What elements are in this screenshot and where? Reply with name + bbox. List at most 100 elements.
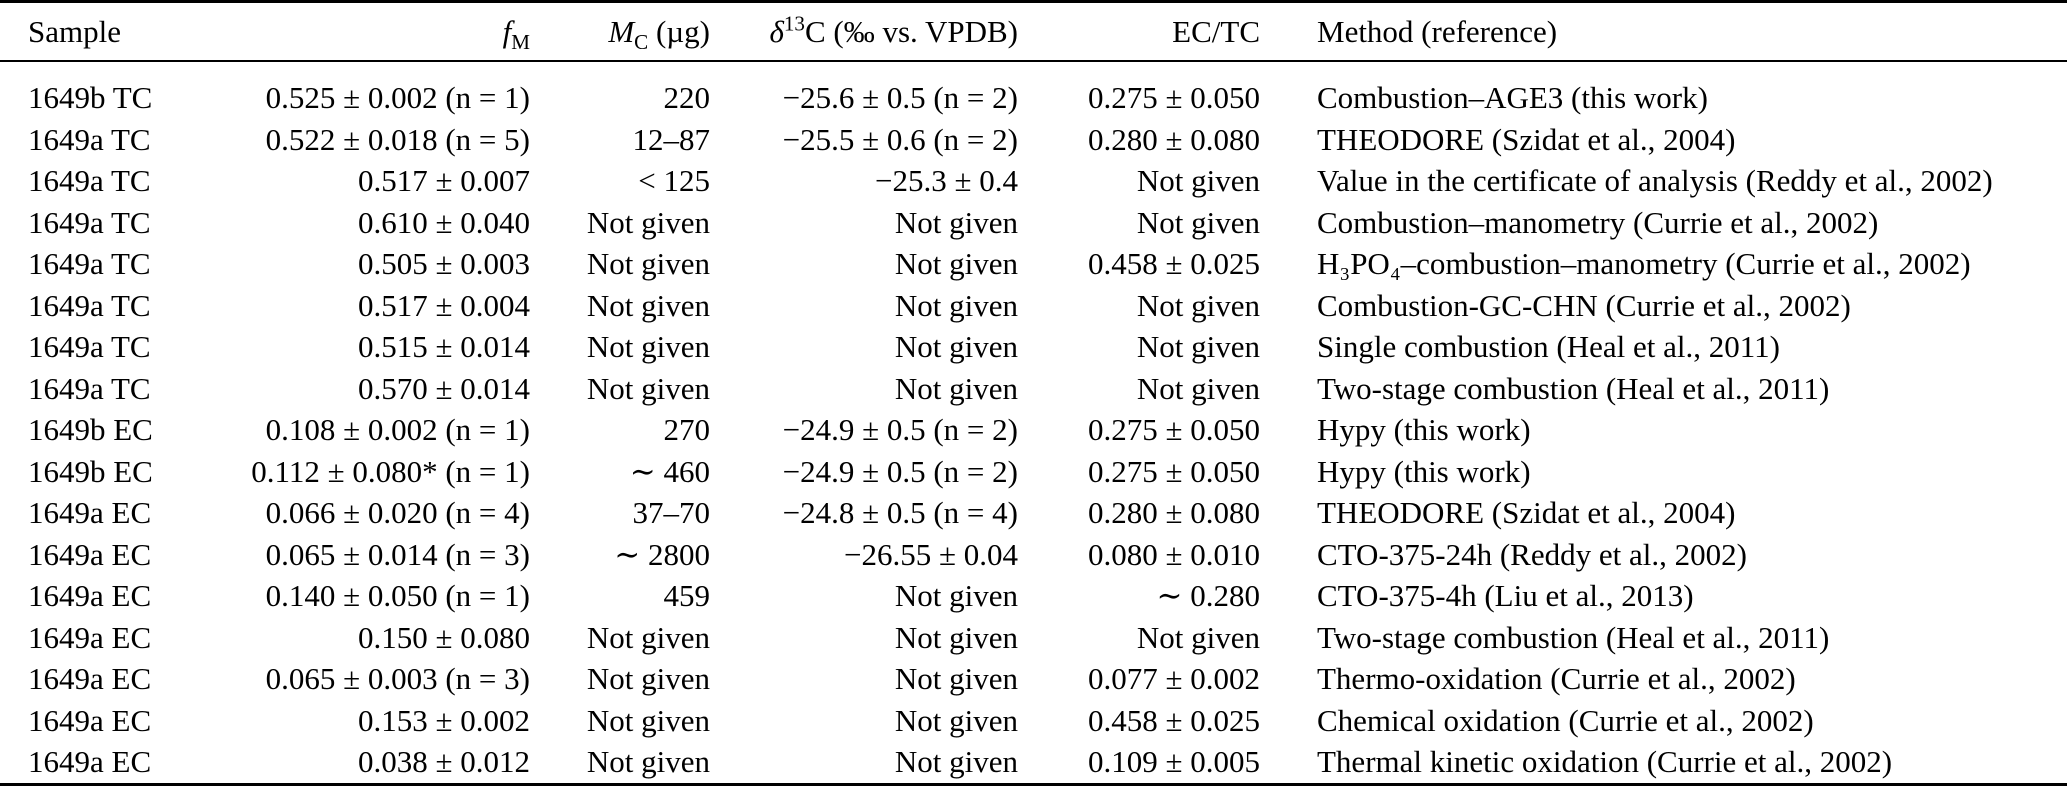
cell-d13c: −25.3 ± 0.4 (875, 163, 1018, 198)
cell-method: H₃PO₄–combustion–manometry (Currie et al… (1317, 246, 1971, 281)
cell-ectc: 0.280 ± 0.080 (1087, 495, 1260, 530)
cell-mc: 220 (663, 80, 711, 115)
cell-ectc: 0.275 ± 0.050 (1087, 453, 1260, 489)
cell-sample: 1649a TC (28, 246, 151, 281)
table-row: 1649a EC 0.150 ± 0.080 Not given Not giv… (0, 617, 2067, 659)
cell-fm: 0.522 ± 0.018 (n = 5) (265, 121, 530, 157)
cell-sample: 1649b EC (28, 412, 153, 447)
cell-fm: 0.515 ± 0.014 (357, 329, 530, 364)
cell-ectc: Not given (1136, 287, 1260, 323)
cell-method: Chemical oxidation (Currie et al., 2002) (1317, 702, 1814, 738)
cell-sample: 1649a EC (28, 495, 152, 530)
cell-d13c: −24.9 ± 0.5 (n = 2) (782, 453, 1018, 489)
cell-ectc: 0.275 ± 0.050 (1087, 80, 1260, 115)
cell-fm: 0.150 ± 0.080 (357, 619, 530, 655)
table-row: 1649a TC 0.517 ± 0.007 < 125 −25.3 ± 0.4… (0, 160, 2067, 202)
cell-fm: 0.038 ± 0.012 (357, 744, 530, 779)
cell-sample: 1649a EC (28, 744, 152, 779)
cell-mc: ∼ 460 (629, 453, 710, 489)
cell-mc: Not given (586, 204, 710, 240)
mc-symbol: M (608, 13, 635, 49)
column-header-d13c: δ13C (‰ vs. VPDB) (710, 1, 1018, 62)
table-row: 1649b EC 0.108 ± 0.002 (n = 1) 270 −24.9… (0, 409, 2067, 451)
cell-d13c: −25.5 ± 0.6 (n = 2) (782, 121, 1018, 157)
cell-mc: Not given (586, 661, 710, 696)
table-row: 1649a TC 0.522 ± 0.018 (n = 5) 12–87 −25… (0, 119, 2067, 161)
cell-method: Combustion–manometry (Currie et al., 200… (1317, 204, 1879, 240)
mc-subscript: C (634, 29, 649, 54)
cell-method: Two-stage combustion (Heal et al., 2011) (1317, 619, 1830, 655)
cell-sample: 1649a TC (28, 287, 151, 323)
cell-sample: 1649b TC (28, 80, 153, 115)
table-row: 1649a EC 0.066 ± 0.020 (n = 4) 37–70 −24… (0, 492, 2067, 534)
cell-ectc: Not given (1136, 370, 1260, 406)
cell-mc: Not given (586, 287, 710, 323)
cell-fm: 0.153 ± 0.002 (357, 702, 530, 738)
cell-mc: Not given (586, 702, 710, 738)
cell-fm: 0.065 ± 0.003 (n = 3) (265, 661, 530, 696)
cell-mc: < 125 (638, 163, 710, 198)
cell-mc: 12–87 (632, 121, 711, 157)
cell-d13c: Not given (894, 370, 1018, 406)
cell-method: Hypy (this work) (1317, 412, 1531, 447)
d13c-unit: (‰ vs. VPDB) (825, 13, 1018, 49)
cell-d13c: Not given (894, 661, 1018, 696)
cell-method: Thermo-oxidation (Currie et al., 2002) (1317, 661, 1796, 696)
cell-method: Two-stage combustion (Heal et al., 2011) (1317, 370, 1830, 406)
cell-method: CTO-375-4h (Liu et al., 2013) (1317, 578, 1694, 613)
cell-mc: Not given (586, 619, 710, 655)
cell-ectc: 0.109 ± 0.005 (1087, 744, 1260, 779)
table-row: 1649b EC 0.112 ± 0.080* (n = 1) ∼ 460 −2… (0, 451, 2067, 493)
cell-method: CTO-375-24h (Reddy et al., 2002) (1317, 536, 1747, 572)
table-row: 1649a EC 0.038 ± 0.012 Not given Not giv… (0, 741, 2067, 784)
column-header-ectc-label: EC/TC (1172, 13, 1260, 49)
cell-d13c: Not given (894, 619, 1018, 655)
cell-method: Value in the certificate of analysis (Re… (1317, 163, 1993, 198)
cell-sample: 1649a TC (28, 121, 151, 157)
cell-sample: 1649a EC (28, 619, 152, 655)
cell-sample: 1649a TC (28, 163, 151, 198)
cell-mc: Not given (586, 370, 710, 406)
cell-ectc: 0.280 ± 0.080 (1087, 121, 1260, 157)
cell-fm: 0.517 ± 0.004 (357, 287, 530, 323)
cell-mc: 270 (663, 412, 711, 447)
header-row: Sample fM MC (µg) δ13C (‰ vs. VPDB) EC/T… (0, 1, 2067, 62)
cell-ectc: 0.077 ± 0.002 (1087, 661, 1260, 696)
cell-sample: 1649a TC (28, 204, 151, 240)
table-row: 1649a TC 0.517 ± 0.004 Not given Not giv… (0, 285, 2067, 327)
cell-mc: 37–70 (632, 495, 711, 530)
cell-sample: 1649a EC (28, 578, 152, 613)
cell-d13c: Not given (894, 744, 1018, 779)
cell-method: Combustion-GC-CHN (Currie et al., 2002) (1317, 287, 1851, 323)
cell-fm: 0.505 ± 0.003 (357, 246, 530, 281)
cell-mc: Not given (586, 329, 710, 364)
table-row: 1649a EC 0.065 ± 0.003 (n = 3) Not given… (0, 658, 2067, 700)
fm-subscript: M (511, 29, 530, 54)
cell-method: Single combustion (Heal et al., 2011) (1317, 329, 1780, 364)
cell-ectc: 0.458 ± 0.025 (1087, 246, 1260, 281)
table-body: 1649b TC 0.525 ± 0.002 (n = 1) 220 −25.6… (0, 61, 2067, 784)
d13c-element: C (804, 13, 826, 49)
cell-ectc: ∼ 0.280 (1156, 578, 1260, 613)
cell-method: Thermal kinetic oxidation (Currie et al.… (1317, 744, 1893, 779)
cell-d13c: −25.6 ± 0.5 (n = 2) (782, 80, 1018, 115)
cell-method: Hypy (this work) (1317, 453, 1531, 489)
column-header-ectc: EC/TC (1018, 1, 1260, 62)
delta-symbol: δ (769, 13, 784, 49)
cell-fm: 0.140 ± 0.050 (n = 1) (265, 578, 530, 613)
cell-fm: 0.610 ± 0.040 (357, 204, 530, 240)
cell-fm: 0.066 ± 0.020 (n = 4) (265, 495, 530, 530)
table-row: 1649a EC 0.153 ± 0.002 Not given Not giv… (0, 700, 2067, 742)
cell-fm: 0.065 ± 0.014 (n = 3) (265, 536, 530, 572)
cell-ectc: Not given (1136, 329, 1260, 364)
table-row: 1649a TC 0.610 ± 0.040 Not given Not giv… (0, 202, 2067, 244)
d13c-superscript: 13 (783, 11, 805, 36)
cell-d13c: −26.55 ± 0.04 (844, 536, 1018, 572)
cell-d13c: Not given (894, 246, 1018, 281)
column-header-sample: Sample (0, 1, 190, 62)
cell-sample: 1649a EC (28, 702, 152, 738)
cell-ectc: 0.080 ± 0.010 (1087, 536, 1260, 572)
table-row: 1649b TC 0.525 ± 0.002 (n = 1) 220 −25.6… (0, 61, 2067, 119)
